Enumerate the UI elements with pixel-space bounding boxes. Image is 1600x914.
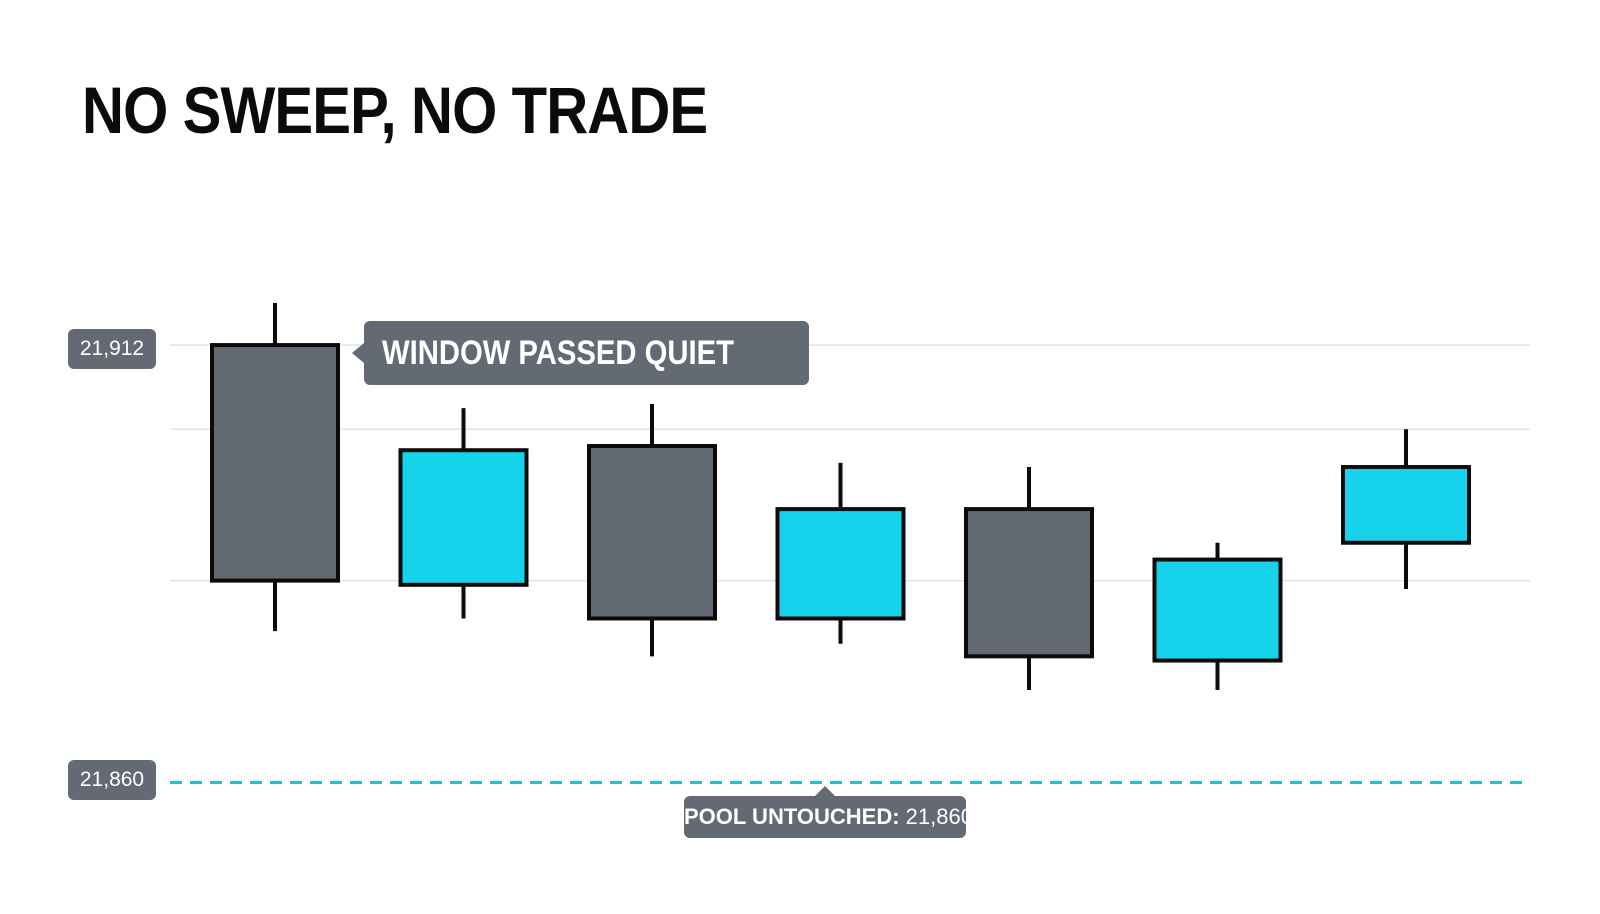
candle-body-4 [964, 507, 1094, 659]
pool-label-prefix: POOL UNTOUCHED: [684, 804, 900, 829]
price-tag-lower: 21,860 [68, 760, 156, 800]
candle-body-3 [775, 507, 906, 621]
pool-label-value: 21,860 [905, 804, 973, 829]
candle-body-0 [210, 343, 340, 583]
window-passed-callout-text: WINDOW PASSED QUIET [382, 334, 734, 372]
price-tag-upper: 21,912 [68, 329, 156, 369]
window-passed-callout: WINDOW PASSED QUIET [351, 321, 810, 385]
candle-body-5 [1152, 557, 1283, 663]
pool-untouched-label: POOL UNTOUCHED: 21,860 [684, 786, 973, 838]
candle-body-6 [1341, 465, 1471, 545]
chart-title: NO SWEEP, NO TRADE [82, 73, 708, 147]
candle-body-2 [587, 444, 717, 621]
candle-body-1 [398, 448, 529, 587]
